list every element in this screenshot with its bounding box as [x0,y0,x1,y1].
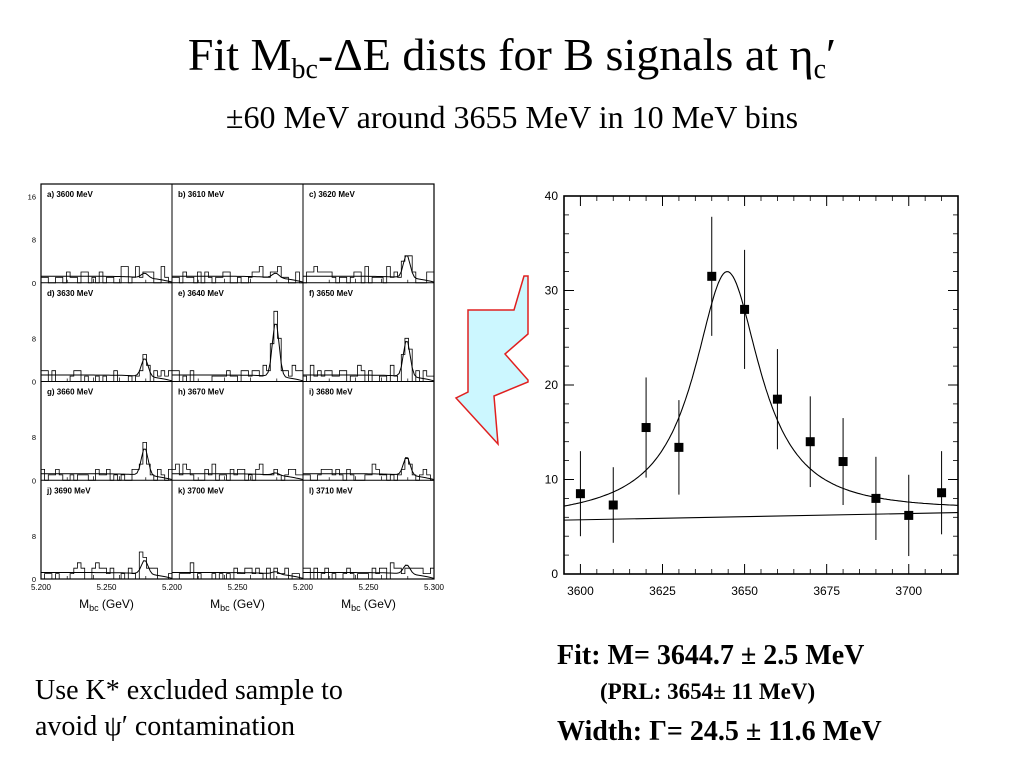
fit-width-text: Width: Γ= 24.5 ± 11.6 MeV [557,716,882,747]
data-point [838,457,848,467]
x-axis-label: Mbc (GeV) [79,597,134,613]
panel-label: d) 3630 MeV [47,289,94,298]
histogram [41,551,173,580]
y-tick-label: 30 [545,284,559,298]
panel-label: h) 3670 MeV [178,388,225,397]
panel-label: a) 3600 MeV [47,190,93,199]
y-tick-label: 0 [32,575,36,584]
x-tick-label: 5.200 [31,583,52,592]
data-point [707,271,717,281]
page-title: Fit Mbc-ΔE dists for B signals at ηc′ [187,29,837,85]
histogram [40,266,172,284]
panel-label: g) 3660 MeV [47,388,94,397]
data-point [674,442,684,452]
x-tick-label: 3700 [895,584,922,598]
x-axis-label: Mbc (GeV) [210,597,265,613]
panel-label: j) 3690 MeV [46,486,91,495]
histogram [40,354,173,382]
fit-curve [172,571,304,579]
histogram-grid-chart: a) 3600 MeV 0 8 16 b) 3610 MeV c) 3620 MeV d) … [28,183,445,613]
fit-curve [303,255,435,283]
x-tick-label: 5.250 [227,583,248,592]
histogram [302,458,434,481]
histogram [302,337,435,382]
x-axis-label: Mbc (GeV) [341,597,396,613]
y-tick-label: 40 [545,189,559,203]
fit-curve [172,472,304,481]
histogram [302,562,435,580]
fit-mass-text: Fit: M= 3644.7 ± 2.5 MeV [557,640,865,671]
x-tick-label: 5.200 [293,583,314,592]
panel-label: k) 3700 MeV [178,486,224,495]
y-tick-label: 8 [32,433,36,442]
panel-label: e) 3640 MeV [178,289,224,298]
data-point [805,437,815,447]
data-point [608,500,618,510]
background-line [563,512,959,521]
y-tick-label: 16 [28,192,36,201]
y-tick-label: 0 [551,567,558,581]
y-tick-label: 0 [32,279,36,288]
fit-curve [303,341,435,382]
x-tick-label: 5.250 [358,583,379,592]
x-tick-label: 3600 [567,584,594,598]
panel-label: b) 3610 MeV [178,190,225,199]
fit-curve [303,564,435,579]
y-tick-label: 8 [32,236,36,245]
data-point [641,423,651,433]
x-tick-label: 5.250 [96,583,117,592]
x-tick-label: 5.300 [424,583,445,592]
data-point [871,493,881,503]
x-tick-label: 5.200 [162,583,183,592]
fit-curve [303,457,435,481]
prl-reference-text: (PRL: 3654± 11 MeV) [600,679,816,704]
sample-note: Use K* excluded sample to avoid ψ′ conta… [35,673,343,745]
fit-curve [41,448,173,481]
panel-label: c) 3620 MeV [309,190,355,199]
histogram [171,310,304,382]
plot-frame [563,195,959,575]
mass-fit-chart: 3600 3625 3650 3675 3700 0 10 20 30 40 [545,189,959,598]
sample-note-line-2: avoid ψ′ contamination [35,711,296,742]
fit-curve [41,272,173,283]
fit-curve [563,271,958,507]
data-point [575,489,585,499]
y-tick-label: 10 [545,473,559,487]
x-tick-label: 3675 [813,584,840,598]
fit-curve [172,323,304,382]
histogram [171,266,303,284]
x-tick-label: 3650 [731,584,758,598]
block-arrow-icon [454,275,529,447]
panel-label: l) 3710 MeV [309,486,353,495]
y-tick-label: 8 [32,334,36,343]
sample-note-line-1: Use K* excluded sample to [35,675,343,706]
x-tick-label: 3625 [649,584,676,598]
data-point [772,394,782,404]
data-point [904,510,914,520]
panel-label: i) 3680 MeV [309,388,353,397]
fit-curve [41,358,173,382]
y-tick-label: 8 [32,532,36,541]
histogram [172,562,303,580]
histogram [171,463,304,481]
y-tick-label: 20 [545,378,559,392]
data-point [740,304,750,314]
histogram [303,255,435,284]
page-subtitle: ±60 MeV around 3655 MeV in 10 MeV bins [225,99,799,135]
data-point [937,488,947,498]
fit-curve [172,272,304,283]
y-tick-label: 0 [32,378,36,387]
panel-label: f) 3650 MeV [309,289,354,298]
fit-curve [41,560,173,579]
y-tick-label: 0 [32,476,36,485]
